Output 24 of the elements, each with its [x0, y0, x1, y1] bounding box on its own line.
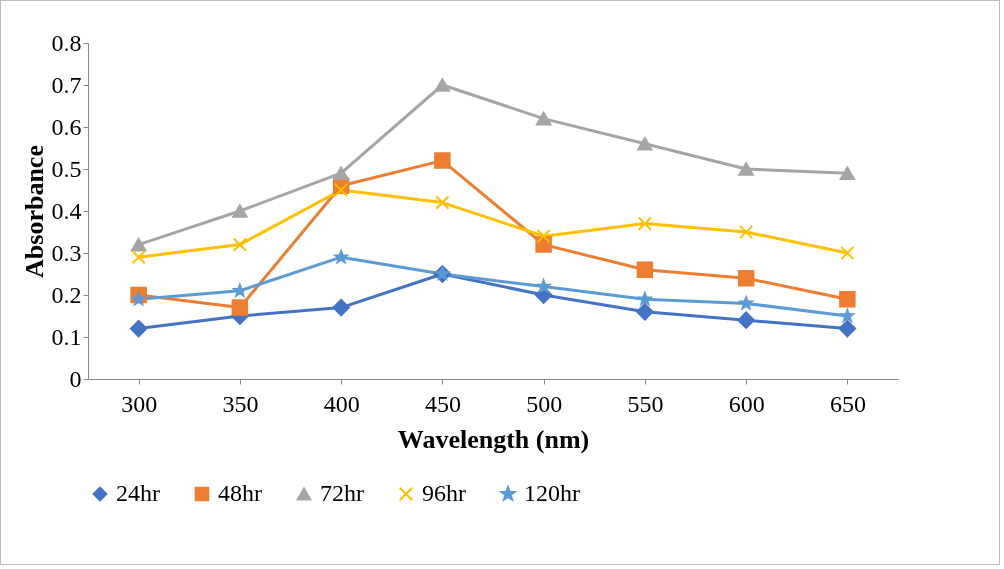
y-tick-label: 0	[69, 365, 82, 392]
y-tick-label: 0.2	[51, 281, 82, 308]
x-tick-label: 450	[424, 390, 461, 417]
y-tick-label: 0.6	[51, 113, 82, 140]
x-tick-label: 500	[526, 390, 563, 417]
y-tick-label: 0.8	[51, 29, 82, 56]
x-tick-label: 400	[323, 390, 360, 417]
y-tick-label: 0.7	[51, 71, 82, 98]
legend-label: 120hr	[524, 480, 580, 506]
legend-label: 72hr	[320, 480, 364, 506]
x-tick-label: 350	[222, 390, 259, 417]
y-tick-label: 0.3	[51, 239, 82, 266]
x-tick-label: 300	[121, 390, 158, 417]
x-tick-label: 550	[627, 390, 664, 417]
y-tick-label: 0.4	[51, 197, 82, 224]
legend-label: 24hr	[116, 480, 160, 506]
y-tick-label: 0.1	[51, 323, 82, 350]
y-axis-title: Absorbance	[19, 145, 49, 278]
legend-label: 96hr	[422, 480, 466, 506]
x-axis-title: Wavelength (nm)	[397, 424, 590, 454]
y-tick-label: 0.5	[51, 155, 82, 182]
x-tick-label: 650	[829, 390, 866, 417]
x-tick-label: 600	[728, 390, 765, 417]
legend-label: 48hr	[218, 480, 262, 506]
